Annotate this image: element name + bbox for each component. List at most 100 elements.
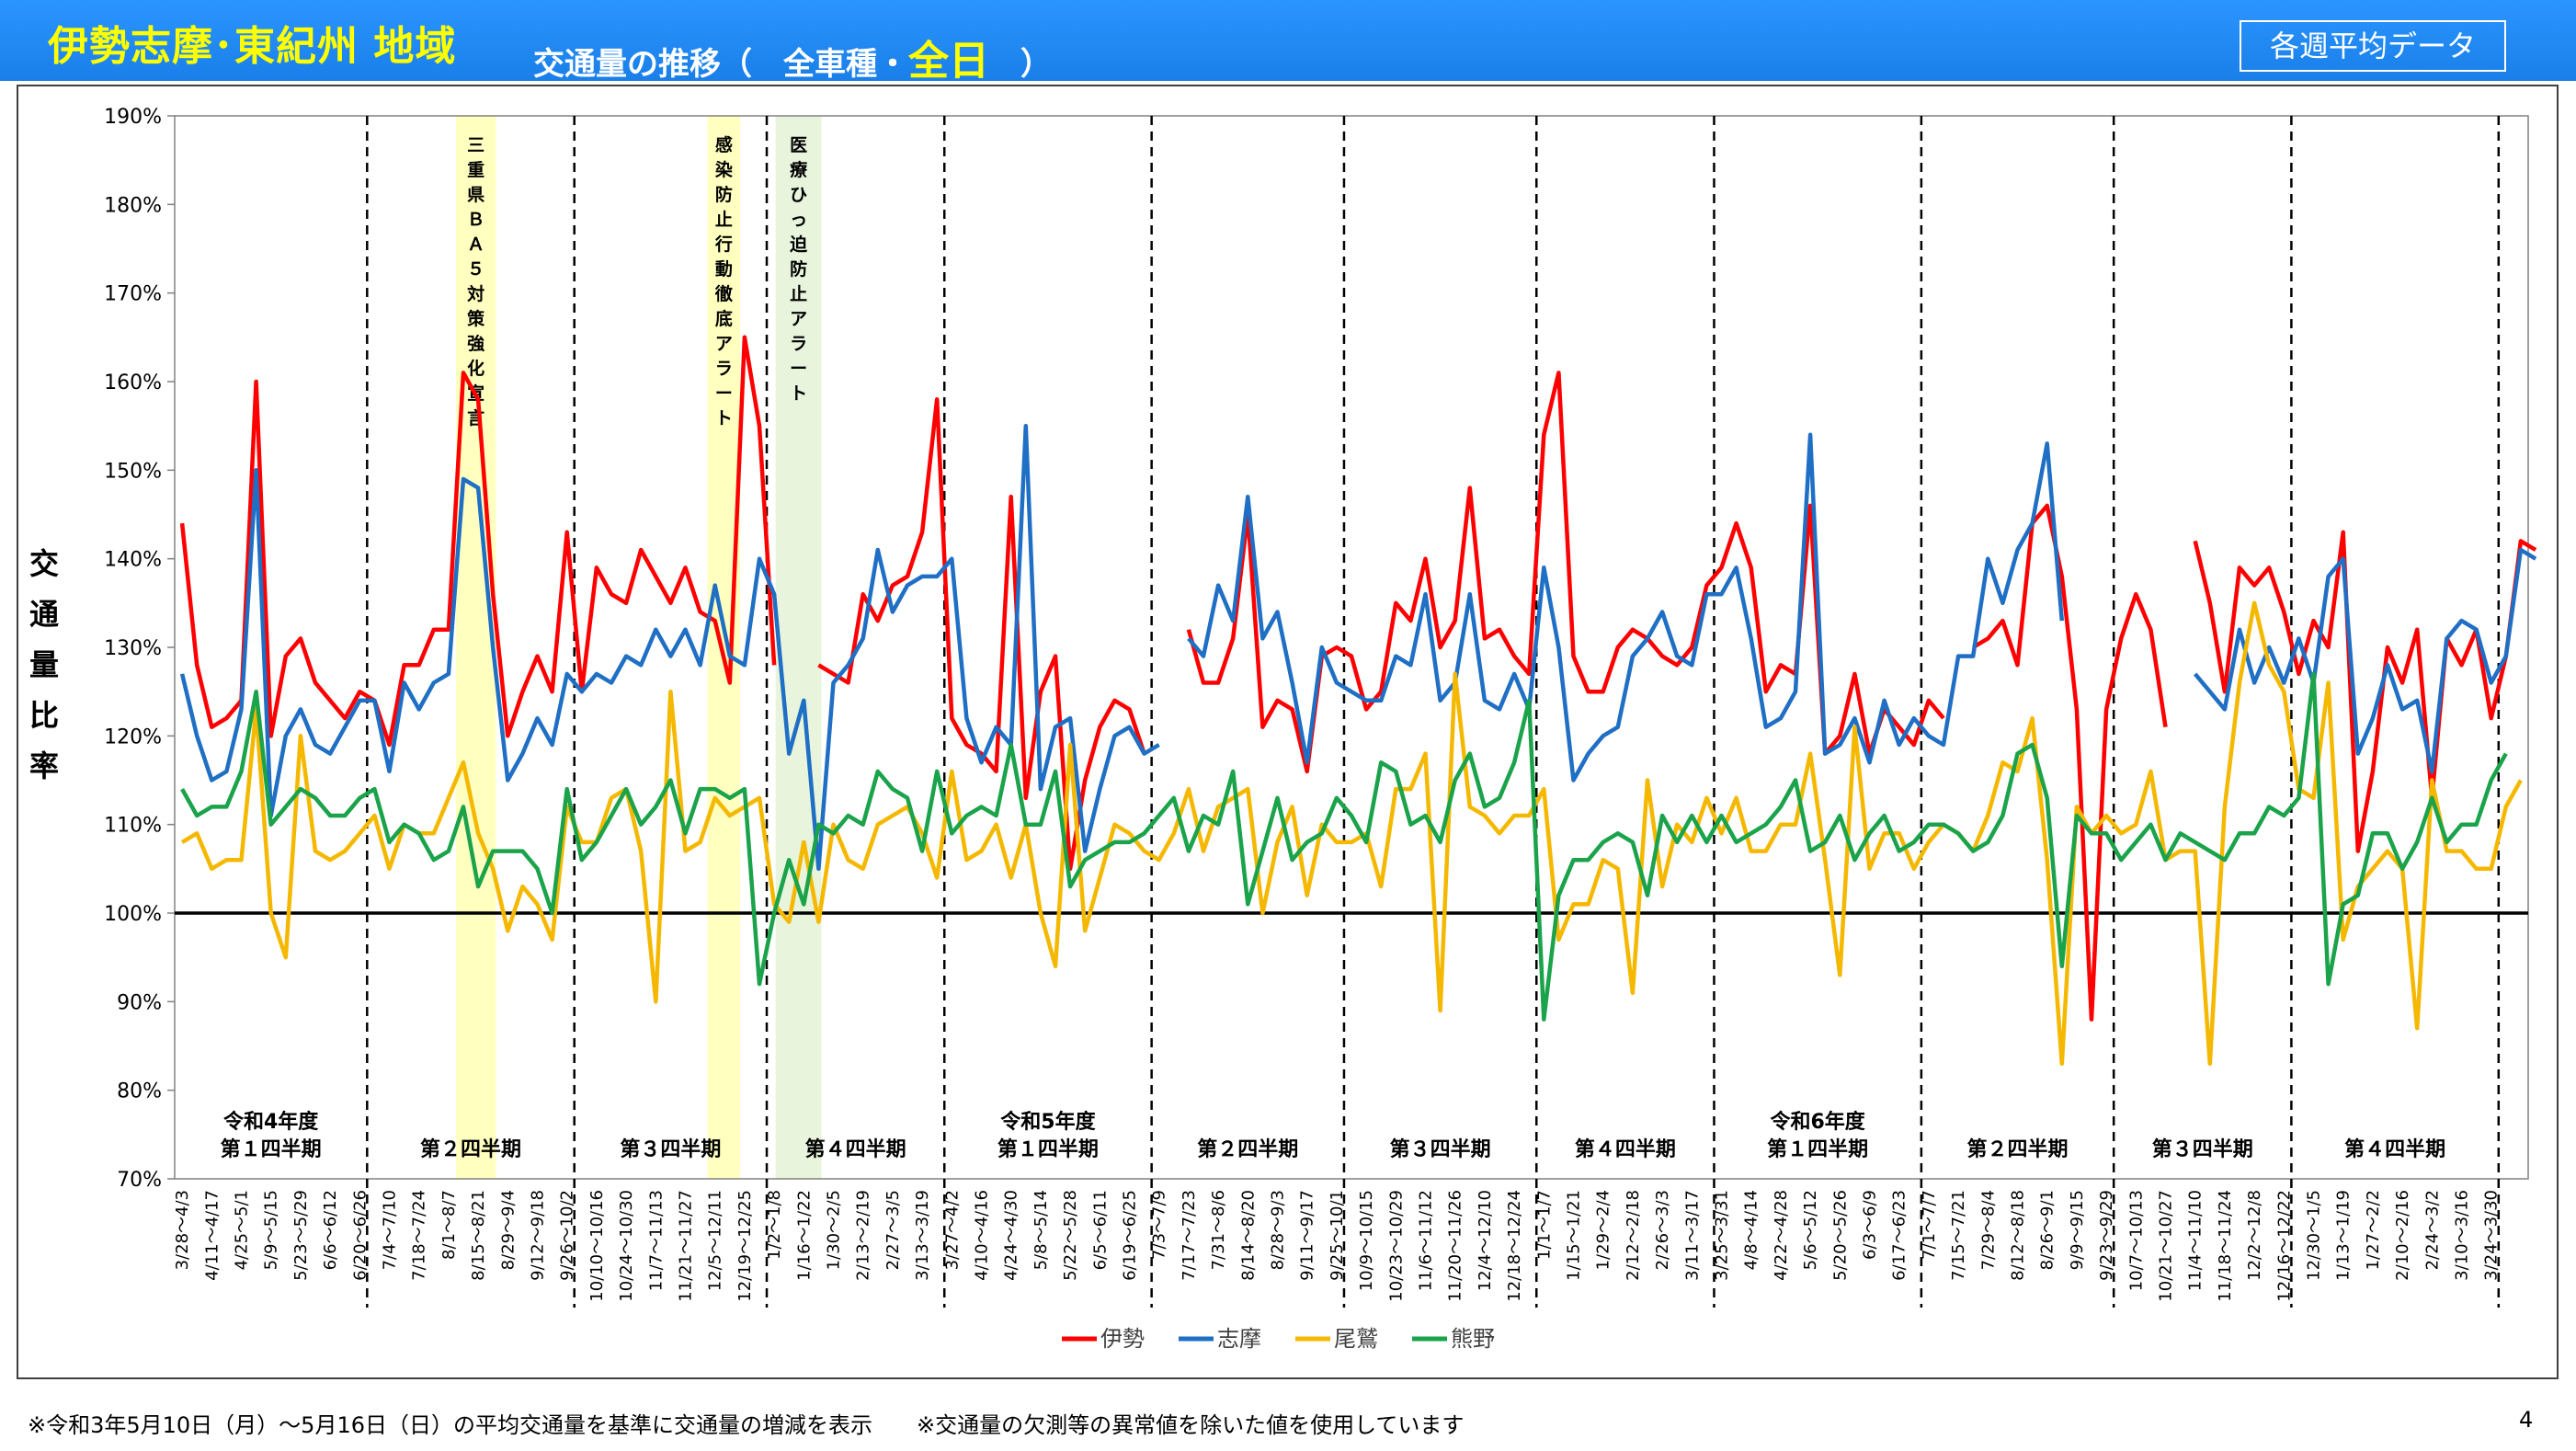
period-label: 第１四半期	[221, 1137, 322, 1161]
annotation-char: ラ	[790, 334, 807, 354]
period-label: 令和5年度	[1000, 1110, 1096, 1134]
annotation-char: ア	[715, 334, 733, 354]
legend-label: 熊野	[1451, 1326, 1495, 1352]
annotation-char: ア	[790, 309, 807, 329]
period-label: 第１四半期	[1767, 1137, 1868, 1161]
x-tick-label: 5/8～5/14	[1032, 1190, 1051, 1270]
annotation-char: 止	[790, 284, 807, 304]
series-line-志摩	[2193, 547, 2537, 774]
x-tick-label: 3/28～4/3	[173, 1190, 192, 1270]
annotation-char: 三	[467, 135, 484, 155]
period-label: 第３四半期	[620, 1137, 721, 1161]
x-tick-label: 8/12～8/18	[2009, 1190, 2028, 1281]
period-label: 第１四半期	[997, 1137, 1099, 1161]
period-label: 第３四半期	[1390, 1137, 1491, 1161]
x-tick-label: 7/1～7/7	[1920, 1190, 1939, 1260]
period-label: 第２四半期	[420, 1137, 521, 1161]
x-tick-label: 2/13～2/19	[854, 1190, 873, 1281]
annotation-char: Ａ	[467, 234, 484, 255]
period-label: 令和6年度	[1771, 1110, 1866, 1134]
x-tick-label: 9/26～10/2	[558, 1190, 577, 1281]
annotation-band	[707, 116, 741, 1179]
annotation-char: っ	[790, 210, 807, 230]
period-label: 第４四半期	[1575, 1137, 1676, 1161]
x-tick-label: 2/24～3/2	[2422, 1190, 2442, 1270]
x-tick-label: 6/5～6/11	[1090, 1190, 1110, 1270]
y-tick-label: 140%	[104, 549, 162, 572]
x-tick-label: 3/27～4/2	[942, 1190, 962, 1270]
annotation-char: 動	[715, 259, 733, 280]
annotation-char: 県	[467, 185, 484, 205]
x-tick-label: 3/11～3/17	[1682, 1190, 1702, 1281]
legend-label: 尾鷲	[1334, 1326, 1378, 1352]
x-tick-label: 7/4～7/10	[380, 1190, 399, 1270]
x-tick-label: 8/1～8/7	[439, 1190, 459, 1260]
annotation-char: 感	[715, 134, 733, 155]
x-tick-label: 12/30～1/5	[2305, 1190, 2324, 1281]
y-tick-label: 130%	[104, 637, 162, 660]
period-label: 第２四半期	[1197, 1137, 1298, 1161]
annotation-char: ト	[715, 408, 733, 428]
series-line-伊勢	[179, 335, 777, 748]
x-tick-label: 2/27～3/5	[883, 1190, 903, 1270]
annotation-char: ラ	[715, 359, 733, 379]
annotation-char: 重	[467, 160, 484, 180]
y-tick-label: 70%	[117, 1169, 162, 1192]
annotation-char: ひ	[790, 185, 807, 205]
x-tick-label: 2/12～2/18	[1624, 1190, 1643, 1281]
period-label: 第４四半期	[805, 1137, 906, 1161]
footnote: ※令和3年5月10日（月）～5月16日（日）の平均交通量を基準に交通量の増減を表…	[28, 1412, 1465, 1438]
x-tick-label: 9/9～9/15	[2068, 1190, 2087, 1270]
x-tick-label: 1/30～2/5	[824, 1190, 843, 1270]
x-tick-label: 3/13～3/19	[913, 1190, 932, 1281]
x-tick-label: 10/7～10/13	[2126, 1190, 2146, 1291]
x-tick-label: 6/20～6/26	[350, 1190, 370, 1281]
y-tick-label: 80%	[117, 1080, 162, 1103]
x-tick-label: 6/3～6/9	[1861, 1190, 1880, 1260]
x-tick-label: 1/27～2/2	[2364, 1190, 2383, 1270]
x-tick-label: 8/29～9/4	[498, 1190, 518, 1270]
series-line-志摩	[179, 423, 1160, 872]
region-title: 伊勢志摩･東紀州 地域	[48, 23, 457, 70]
y-tick-label: 120%	[104, 726, 162, 748]
x-tick-label: 8/26～9/1	[2038, 1190, 2057, 1270]
x-tick-label: 12/4～12/10	[1476, 1190, 1495, 1291]
annotation-char: 迫	[790, 234, 807, 255]
x-tick-label: 6/17～6/23	[1890, 1190, 1909, 1281]
series-line-伊勢	[817, 397, 1146, 872]
title-suffix: ）	[1020, 46, 1052, 83]
period-label: 第３四半期	[2152, 1137, 2253, 1161]
annotation-char: ト	[790, 383, 807, 404]
series-line-伊勢	[1972, 503, 2168, 1022]
x-tick-label: 12/2～12/8	[2245, 1190, 2264, 1281]
x-tick-label: 4/10～4/16	[972, 1190, 991, 1281]
y-tick-label: 90%	[117, 991, 162, 1014]
x-tick-label: 4/11～4/17	[202, 1190, 222, 1281]
x-tick-label: 7/15～7/21	[1949, 1190, 1968, 1281]
series-layer	[179, 335, 2537, 1067]
annotation-char: ー	[715, 383, 733, 404]
x-tick-label: 5/6～5/12	[1801, 1190, 1820, 1270]
x-tick-label: 10/10～10/16	[587, 1190, 607, 1302]
x-tick-label: 12/16～12/22	[2274, 1190, 2294, 1302]
x-tick-label: 3/25～3/31	[1713, 1190, 1732, 1281]
chart-title: 交通量の推移（ 全車種・全日 ）	[533, 28, 1052, 86]
x-tick-label: 1/1～1/7	[1534, 1190, 1554, 1260]
x-tick-label: 9/11～9/17	[1298, 1190, 1317, 1281]
y-tick-label: 150%	[104, 460, 162, 483]
x-tick-label: 3/24～3/30	[2482, 1190, 2502, 1281]
annotation-char: 療	[790, 159, 808, 180]
x-tick-label: 1/2～1/8	[765, 1190, 784, 1260]
x-tick-label: 10/23～10/29	[1386, 1190, 1406, 1302]
y-axis-title-char: 率	[29, 748, 59, 783]
x-tick-label: 2/26～3/3	[1653, 1190, 1672, 1270]
x-tick-label: 11/20～11/26	[1446, 1190, 1465, 1302]
x-tick-label: 1/16～1/22	[794, 1190, 814, 1281]
annotation-char: 化	[467, 358, 484, 379]
title-prefix: 交通量の推移（	[533, 46, 752, 83]
x-tick-label: 1/13～1/19	[2334, 1190, 2354, 1281]
x-tick-label: 12/18～12/24	[1505, 1190, 1524, 1302]
series-line-熊野	[180, 671, 2508, 1022]
x-tick-label: 12/19～12/25	[735, 1190, 755, 1302]
